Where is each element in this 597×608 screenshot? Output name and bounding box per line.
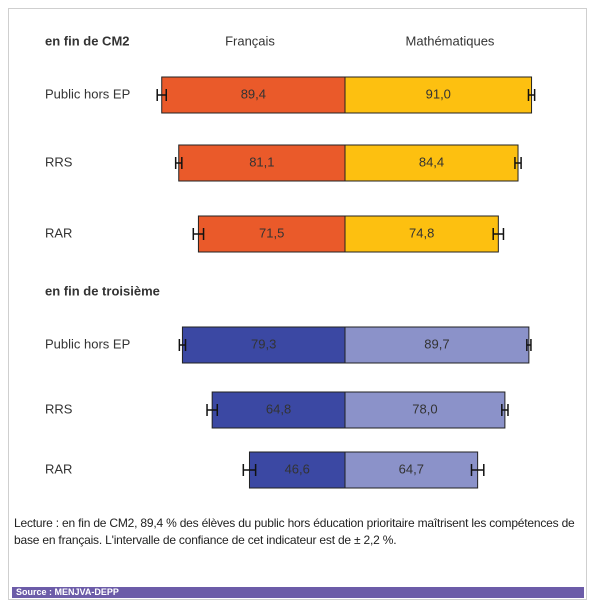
error-bar — [178, 339, 187, 351]
error-bar — [174, 157, 183, 169]
value-label: 89,4 — [241, 86, 266, 101]
value-label: 71,5 — [259, 225, 284, 240]
series-name: Français — [225, 33, 275, 48]
category-label: RRS — [45, 154, 73, 169]
frame — [8, 8, 587, 600]
value-label: 78,0 — [412, 401, 437, 416]
category-label: Public hors EP — [45, 336, 130, 351]
bar — [344, 391, 506, 429]
error-bar — [492, 228, 505, 240]
bar — [178, 144, 346, 182]
note: Lecture : en fin de CM2, 89,4 % des élèv… — [14, 516, 575, 547]
error-bar — [470, 464, 485, 476]
value-label: 64,8 — [266, 401, 291, 416]
error-bar — [527, 89, 536, 101]
bar — [181, 326, 346, 364]
category-label: RRS — [45, 401, 73, 416]
error-bar — [526, 339, 532, 351]
value-label: 79,3 — [251, 336, 276, 351]
bar — [197, 215, 346, 253]
panel-title: en fin de CM2 — [45, 33, 130, 48]
value-label: 46,6 — [285, 461, 310, 476]
bar — [344, 215, 499, 253]
category-label: RAR — [45, 225, 72, 240]
value-label: 84,4 — [419, 154, 444, 169]
value-label: 91,0 — [426, 86, 451, 101]
error-bar — [156, 89, 167, 101]
bar — [161, 76, 346, 114]
category-label: RAR — [45, 461, 72, 476]
bar — [344, 144, 519, 182]
bar — [211, 391, 346, 429]
panel-title: en fin de troisième — [45, 283, 160, 298]
error-bar — [206, 404, 219, 416]
chart: Français Mathématiques en fin de CM2 Public… — [45, 33, 536, 489]
source: Source : MENJVA-DEPP — [12, 587, 584, 598]
value-label: 74,8 — [409, 225, 434, 240]
error-bar — [514, 157, 522, 169]
bar — [248, 451, 346, 489]
series-name: Mathématiques — [406, 33, 495, 48]
value-label: 81,1 — [249, 154, 274, 169]
error-bar — [501, 404, 509, 416]
value-label: 64,7 — [399, 461, 424, 476]
value-label: 89,7 — [424, 336, 449, 351]
category-label: Public hors EP — [45, 86, 130, 101]
bar — [344, 76, 533, 114]
error-bar — [242, 464, 257, 476]
bar — [344, 451, 479, 489]
error-bar — [192, 228, 205, 240]
